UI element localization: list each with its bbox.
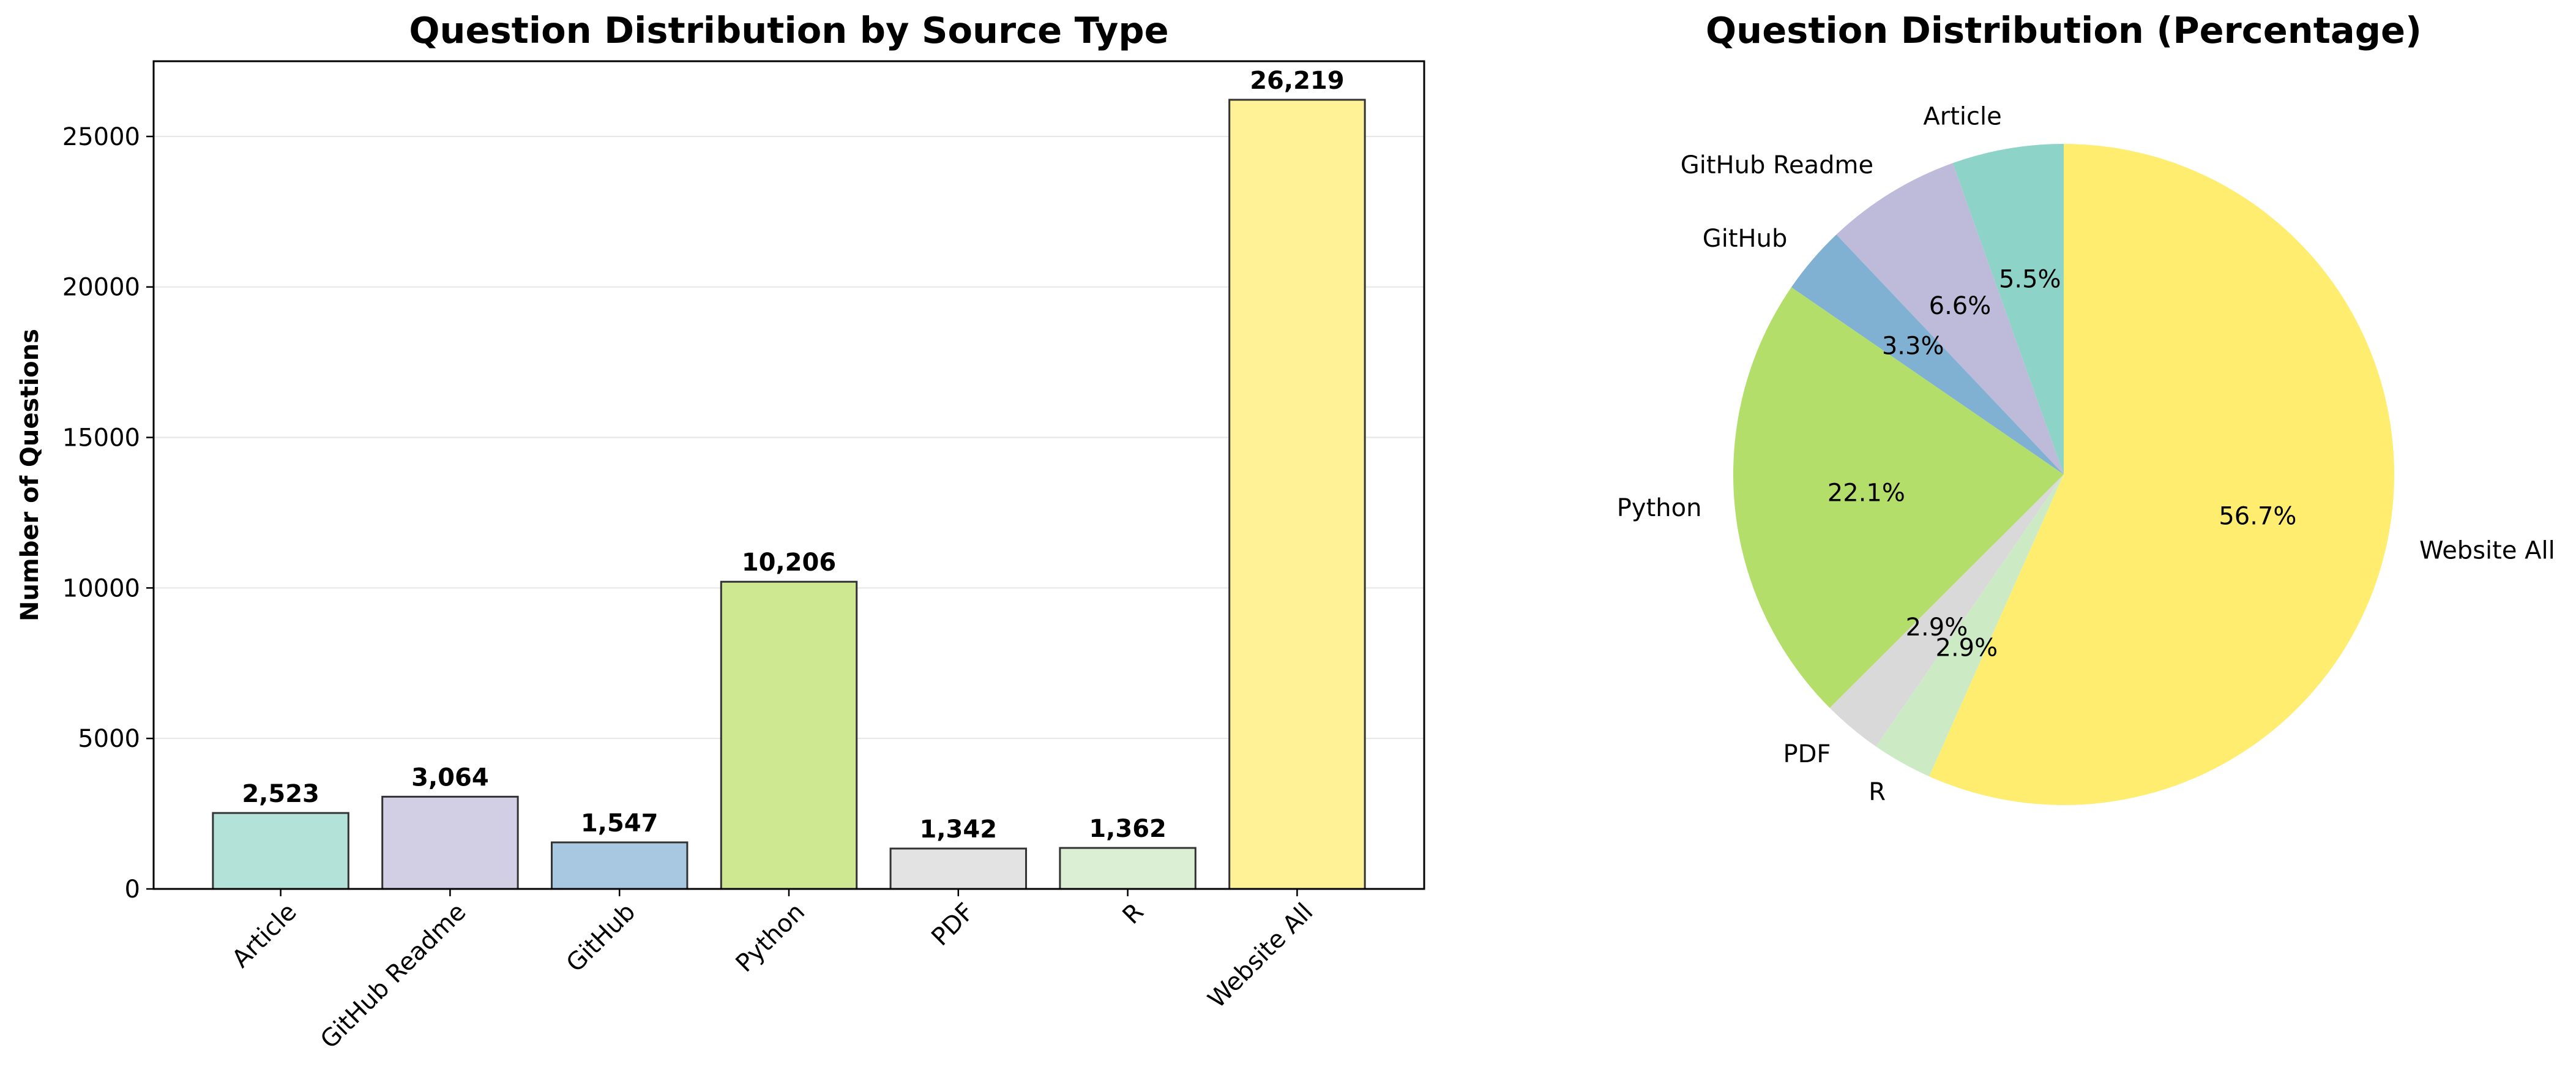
pie-slices	[1733, 144, 2395, 806]
slice-article	[1952, 144, 2064, 474]
slice-github	[1791, 234, 2064, 474]
x-tick-label: R	[1117, 898, 1149, 930]
bar-value-label: 26,219	[1250, 67, 1344, 95]
bar-value-label: 1,362	[1089, 815, 1167, 843]
pie-label: Website All	[2419, 537, 2555, 565]
pie-label: GitHub	[1703, 225, 1788, 253]
bar-pdf	[889, 847, 1028, 890]
slice-python	[1733, 287, 2064, 708]
x-tick-label: GitHub Readme	[315, 898, 472, 1055]
bar-y-ticks: 0 5000 10000 15000 20000 25000	[62, 123, 154, 904]
bar-value-label: 1,342	[920, 815, 998, 844]
bar-value-label: 10,206	[742, 549, 836, 577]
pie-chart: Question Distribution (Percentage) Artic…	[1617, 9, 2555, 806]
y-tick-label: 5000	[78, 725, 140, 753]
pie-percent-label: 2.9%	[1936, 634, 1998, 662]
bar-chart-title: Question Distribution by Source Type	[409, 9, 1168, 51]
slice-github-readme	[1836, 163, 2064, 474]
bar-article	[212, 812, 349, 890]
pie-percent-label: 5.5%	[1999, 266, 2061, 294]
y-tick-label: 20000	[62, 274, 140, 302]
pie-label: Article	[1923, 103, 2001, 131]
pie-percent-label: 22.1%	[1827, 479, 1905, 507]
pie-label: R	[1869, 778, 1886, 806]
pie-labels: Article GitHub Readme GitHub Python PDF R Webs…	[1617, 103, 2555, 806]
slice-r	[1876, 474, 2064, 777]
bar-value-label: 2,523	[242, 780, 319, 808]
slice-pdf	[1829, 474, 2064, 747]
pie-label: GitHub Readme	[1681, 151, 1873, 179]
pie-percent-labels: 5.5%6.6% 3.3% 22.1% 2.9%2.9% 56.7%	[1827, 266, 2297, 662]
bar-website-all	[1228, 99, 1366, 890]
bar-value-label: 1,547	[581, 809, 659, 838]
slice-website-all	[1929, 144, 2395, 806]
y-tick-label: 10000	[62, 574, 140, 602]
bar-github-readme	[381, 795, 519, 890]
pie-percent-label: 2.9%	[1906, 613, 1968, 642]
pie-percent-label: 56.7%	[2219, 502, 2296, 530]
pie-percent-label: 6.6%	[1929, 292, 1992, 320]
bar-series	[212, 99, 1366, 890]
y-tick-label: 0	[125, 875, 140, 904]
y-tick-label: 15000	[62, 424, 140, 452]
bar-chart: Question Distribution by Source Type 0 50…	[16, 9, 1425, 1054]
x-tick-label: Python	[730, 898, 810, 978]
x-tick-label: PDF	[926, 898, 980, 952]
x-tick-label: Article	[226, 898, 302, 973]
bar-value-label: 3,064	[411, 763, 489, 792]
bar-python	[720, 580, 858, 890]
bar-y-axis-label: Number of Questions	[16, 329, 44, 621]
pie-percent-label: 3.3%	[1882, 332, 1944, 361]
pie-label: PDF	[1783, 740, 1831, 768]
bar-gridlines	[154, 135, 1424, 740]
y-tick-label: 25000	[62, 123, 140, 151]
x-tick-label: GitHub	[561, 898, 641, 978]
pie-chart-title: Question Distribution (Percentage)	[1706, 9, 2422, 51]
bar-r	[1059, 847, 1197, 890]
x-tick-label: Website All	[1203, 898, 1318, 1014]
bar-data-labels: 2,523 3,064 1,547 10,206 1,342 1,362 26,219	[242, 67, 1344, 844]
bar-github	[550, 841, 689, 890]
pie-label: Python	[1617, 494, 1702, 522]
bar-x-ticks: Article GitHub Readme GitHub Python PDF R Webs…	[226, 889, 1318, 1054]
